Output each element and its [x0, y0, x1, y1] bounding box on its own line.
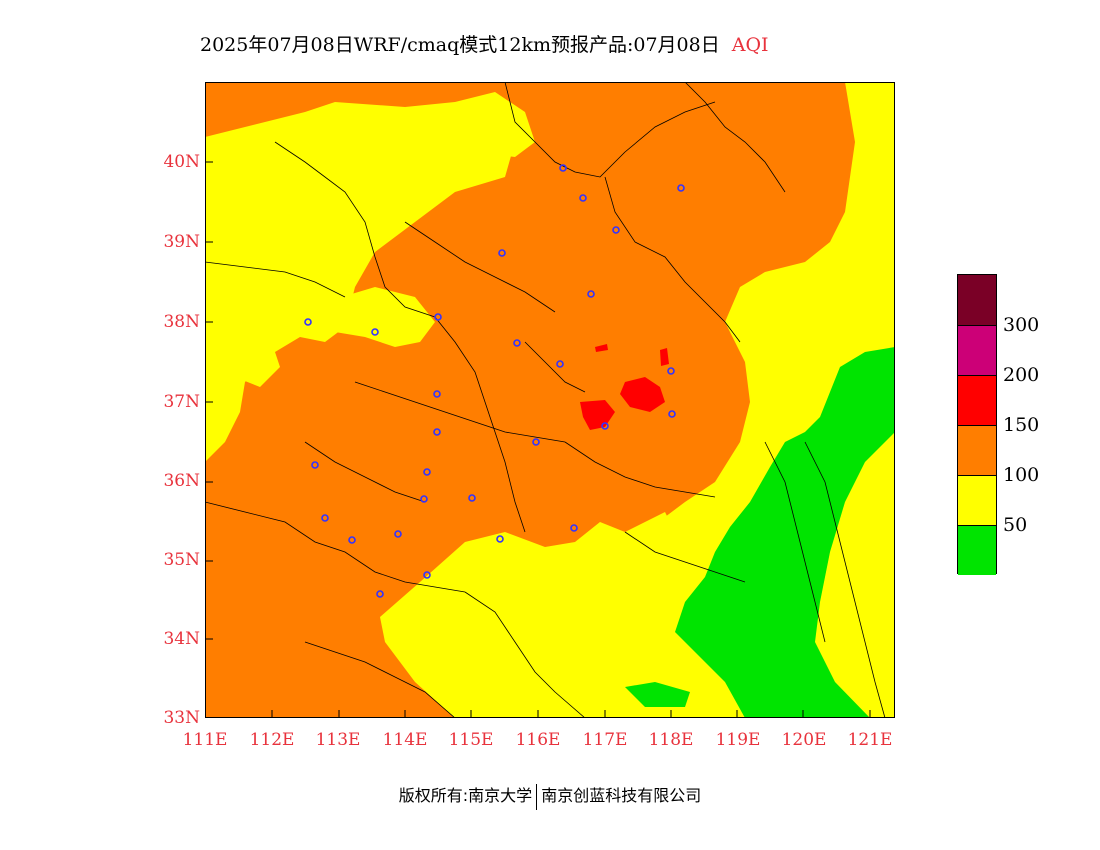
city-marker [579, 194, 587, 202]
admin-boundaries [205, 82, 886, 718]
city-marker [376, 590, 384, 598]
region-green-south-patch [625, 682, 690, 707]
legend-swatch-100-150 [958, 425, 996, 475]
city-marker [612, 226, 620, 234]
lon-label-115e: 115E [448, 730, 494, 750]
legend-label-300: 300 [1003, 314, 1040, 336]
city-marker [668, 410, 676, 418]
lon-label-118e: 118E [648, 730, 694, 750]
city-marker [423, 571, 431, 579]
city-marker [559, 164, 567, 172]
city-marker [601, 422, 609, 430]
lat-label-37n: 37N [163, 392, 200, 412]
city-marker [587, 290, 595, 298]
region-yellow-sea-strip [815, 432, 895, 718]
copyright-footer: 版权所有:南京大学 南京创蓝科技有限公司 [0, 782, 1100, 810]
city-marker [468, 494, 476, 502]
aqi-map [205, 82, 895, 718]
footer-separator [536, 783, 538, 810]
city-marker [321, 514, 329, 522]
legend-label-200: 200 [1003, 364, 1040, 386]
city-markers [304, 164, 685, 598]
title-text: 2025年07月08日WRF/cmaq模式12km预报产品:07月08日 [200, 34, 720, 56]
lon-label-113e: 113E [315, 730, 361, 750]
city-marker [677, 184, 685, 192]
city-marker [513, 339, 521, 347]
region-red-hotspot-small2 [595, 344, 608, 352]
legend-label-100: 100 [1003, 464, 1040, 486]
lon-label-121e: 121E [847, 730, 893, 750]
legend-swatch-200-300 [958, 325, 996, 375]
legend-label-50: 50 [1003, 514, 1028, 536]
lat-label-38n: 38N [163, 312, 200, 332]
copyright-left: 版权所有:南京大学 [398, 786, 533, 805]
aqi-map-canvas [205, 82, 895, 718]
legend-swatch-50-100 [958, 475, 996, 525]
lat-label-34n: 34N [163, 629, 200, 649]
lon-label-111e: 111E [182, 730, 228, 750]
region-yellow-south [380, 512, 685, 718]
aqi-legend [957, 274, 997, 575]
lon-label-117e: 117E [582, 730, 628, 750]
lon-label-114e: 114E [382, 730, 428, 750]
city-marker [433, 390, 441, 398]
lat-ticks [205, 161, 213, 640]
city-marker [556, 360, 564, 368]
city-marker [394, 530, 402, 538]
region-yellow-west-small [235, 337, 280, 387]
legend-swatch-300plus [958, 275, 996, 325]
city-marker [420, 495, 428, 503]
city-marker [532, 438, 540, 446]
lat-label-35n: 35N [163, 550, 200, 570]
lat-label-40n: 40N [163, 152, 200, 172]
city-marker [348, 536, 356, 544]
city-marker [496, 535, 504, 543]
lon-label-116e: 116E [515, 730, 561, 750]
region-red-hotspot-main [620, 377, 665, 412]
legend-label-150: 150 [1003, 414, 1040, 436]
city-marker [667, 367, 675, 375]
region-red-hotspot-small1 [660, 348, 669, 366]
map-frame [205, 82, 895, 718]
city-marker [371, 328, 379, 336]
lon-label-120e: 120E [781, 730, 827, 750]
legend-swatch-0-50 [958, 525, 996, 575]
city-marker [433, 428, 441, 436]
region-yellow-northwest [205, 102, 515, 462]
lon-label-112e: 112E [249, 730, 295, 750]
region-yellow-north-strip [405, 92, 535, 157]
lat-label-33n: 33N [163, 708, 200, 728]
title-aqi-tag: AQI [731, 34, 769, 56]
copyright-right: 南京创蓝科技有限公司 [541, 786, 702, 805]
city-marker [434, 313, 442, 321]
legend-swatch-150-200 [958, 375, 996, 425]
lon-label-119e: 119E [715, 730, 761, 750]
map-title: 2025年07月08日WRF/cmaq模式12km预报产品:07月08日 AQI [200, 30, 900, 56]
city-marker [423, 468, 431, 476]
city-marker [304, 318, 312, 326]
lat-label-39n: 39N [163, 232, 200, 252]
lon-ticks [271, 710, 871, 718]
city-marker [570, 524, 578, 532]
lat-label-36n: 36N [163, 471, 200, 491]
region-yellow-west-pocket [325, 287, 435, 347]
city-marker [498, 249, 506, 257]
city-marker [311, 461, 319, 469]
